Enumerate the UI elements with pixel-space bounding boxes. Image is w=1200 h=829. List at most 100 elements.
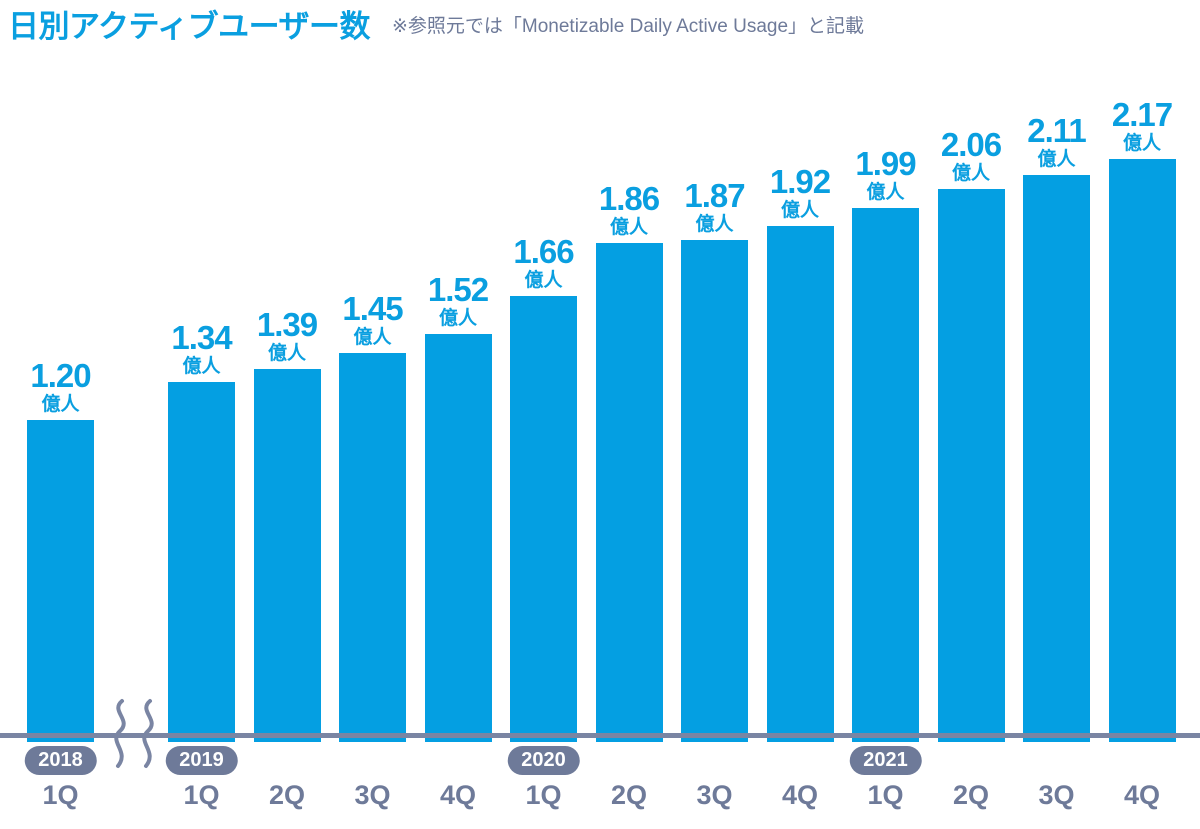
bar-value-label: 1.39 億人: [256, 305, 318, 364]
axis-break-icon: [104, 698, 166, 770]
bar-value-label: 1.87 億人: [684, 176, 745, 235]
x-tick-quarter-label: 2Q: [952, 780, 990, 810]
x-tick-quarter-label: 4Q: [1123, 780, 1161, 810]
x-tick-quarter-label: 3Q: [696, 780, 733, 810]
bar-column[interactable]: 1.66 億人: [510, 52, 577, 742]
bar-value-number: 2.11: [1027, 112, 1086, 150]
bar-value-number: 1.34: [171, 319, 232, 357]
bar-value-unit: 億人: [182, 356, 221, 378]
x-tick-quarter-label: 1Q: [867, 780, 904, 810]
x-tick-quarter-label: 4Q: [781, 780, 819, 810]
x-tick-2019-3Q: 3Q: [339, 738, 406, 829]
bar-value-unit: 億人: [951, 162, 991, 184]
bar-chart-plot-area: 1.20 億人 1.34 億人 1.39 億人 1.45 億人 1.52 億人 1.66 億人 1.86…: [0, 52, 1200, 742]
bar-value-number: 1.87: [684, 176, 745, 214]
bar-value-number: 1.45: [342, 289, 403, 327]
chart-header: 日別アクティブユーザー数 ※参照元では「Monetizable Daily Ac…: [0, 0, 1200, 52]
bar-2021-2Q[interactable]: [937, 188, 1005, 742]
bar-2018-1Q[interactable]: [27, 419, 94, 742]
bar-column[interactable]: 1.99 億人: [852, 52, 919, 742]
bar-value-unit: 億人: [609, 216, 649, 238]
bar-value-number: 1.86: [598, 179, 660, 217]
x-tick-2021-1Q: 2021 1Q: [849, 738, 922, 829]
bar-value-label: 1.52 億人: [427, 270, 489, 329]
x-tick-2018-1Q: 2018 1Q: [24, 738, 97, 829]
bar-column[interactable]: 2.06 億人: [937, 52, 1005, 742]
bar-value-label: 1.20 億人: [30, 356, 91, 415]
chart-subtitle-note: ※参照元では「Monetizable Daily Active Usage」と記…: [391, 15, 865, 37]
x-tick-2021-2Q: 2Q: [938, 738, 1005, 829]
bar-2019-4Q[interactable]: [424, 333, 492, 742]
bar-value-unit: 億人: [866, 181, 905, 203]
bar-value-label: 1.99 億人: [855, 144, 916, 203]
bar-column[interactable]: 1.45 億人: [339, 52, 406, 742]
bar-value-unit: 億人: [695, 213, 734, 235]
bar-value-label: 1.45 億人: [342, 289, 403, 348]
bar-column[interactable]: 1.92 億人: [766, 52, 834, 742]
bar-2019-3Q[interactable]: [339, 352, 406, 742]
x-tick-quarter-label: 3Q: [354, 780, 391, 810]
bar-value-unit: 億人: [353, 326, 392, 348]
x-tick-2021-3Q: 3Q: [1023, 738, 1090, 829]
x-tick-quarter-label: 1Q: [525, 780, 562, 810]
x-tick-quarter-label: 2Q: [610, 780, 648, 810]
bar-value-number: 1.39: [256, 305, 318, 343]
bar-value-unit: 億人: [267, 342, 307, 364]
x-tick-2019-1Q: 2019 1Q: [165, 738, 238, 829]
bar-2021-3Q[interactable]: [1023, 175, 1090, 742]
bar-column[interactable]: 1.87 億人: [681, 52, 748, 742]
x-tick-2020-2Q: 2Q: [596, 738, 663, 829]
bar-column[interactable]: 1.86 億人: [595, 52, 663, 742]
x-tick-quarter-label: 1Q: [42, 780, 79, 810]
bar-value-label: 2.11 億人: [1027, 112, 1086, 171]
bar-value-unit: 億人: [1037, 149, 1076, 171]
bar-value-unit: 億人: [41, 393, 80, 415]
bar-2019-1Q[interactable]: [168, 382, 235, 742]
x-tick-2021-4Q: 4Q: [1109, 738, 1176, 829]
bar-2021-1Q[interactable]: [852, 207, 919, 742]
bar-value-label: 1.86 億人: [598, 179, 660, 238]
year-badge-2019: 2019: [165, 746, 238, 775]
bar-column[interactable]: 1.34 億人: [168, 52, 235, 742]
x-tick-quarter-label: 2Q: [268, 780, 306, 810]
x-axis-line: [0, 733, 1200, 738]
year-badge-2021: 2021: [849, 746, 922, 775]
bar-value-number: 1.99: [855, 144, 916, 182]
bar-value-unit: 億人: [780, 200, 820, 222]
bar-value-number: 1.66: [513, 233, 574, 271]
year-badge-2020: 2020: [507, 746, 580, 775]
bar-2020-1Q[interactable]: [510, 296, 577, 742]
bar-value-unit: 億人: [524, 270, 563, 292]
x-tick-2019-4Q: 4Q: [425, 738, 492, 829]
bar-2021-4Q[interactable]: [1108, 159, 1176, 742]
bar-value-label: 1.66 億人: [513, 233, 574, 292]
bar-value-label: 1.34 億人: [171, 319, 232, 378]
bar-value-unit: 億人: [438, 307, 478, 329]
bar-value-label: 2.06 億人: [941, 128, 1002, 184]
x-tick-quarter-label: 4Q: [439, 780, 477, 810]
bar-2020-3Q[interactable]: [681, 239, 748, 742]
bar-column[interactable]: 1.39 億人: [253, 52, 321, 742]
bar-2019-2Q[interactable]: [253, 368, 321, 742]
bar-value-number: 2.17: [1111, 96, 1173, 134]
bar-2020-2Q[interactable]: [595, 242, 663, 742]
bar-value-label: 1.92 億人: [769, 163, 831, 222]
bar-column[interactable]: 2.17 億人: [1108, 52, 1176, 742]
bar-value-number: 1.20: [30, 356, 91, 394]
x-tick-quarter-label: 3Q: [1038, 780, 1075, 810]
x-tick-quarter-label: 1Q: [183, 780, 220, 810]
x-tick-2020-4Q: 4Q: [767, 738, 834, 829]
x-tick-2019-2Q: 2Q: [254, 738, 321, 829]
x-tick-2020-1Q: 2020 1Q: [507, 738, 580, 829]
bar-value-number: 1.52: [427, 270, 489, 308]
x-axis-labels: 2018 1Q 2019 1Q 2Q 3Q 4Q 2020 1Q 2Q 3Q 4Q 2021 1Q 2Q 3Q…: [0, 738, 1200, 829]
page-title: 日別アクティブユーザー数: [8, 8, 370, 44]
bar-value-label: 2.17 億人: [1111, 96, 1173, 153]
bar-column[interactable]: 1.52 億人: [424, 52, 492, 742]
bar-value-number: 1.92: [769, 163, 831, 201]
bar-column[interactable]: 2.11 億人: [1023, 52, 1090, 742]
bar-2020-4Q[interactable]: [766, 226, 834, 742]
bar-column[interactable]: 1.20 億人: [27, 52, 94, 742]
year-badge-2018: 2018: [24, 746, 97, 775]
x-tick-2020-3Q: 3Q: [681, 738, 748, 829]
